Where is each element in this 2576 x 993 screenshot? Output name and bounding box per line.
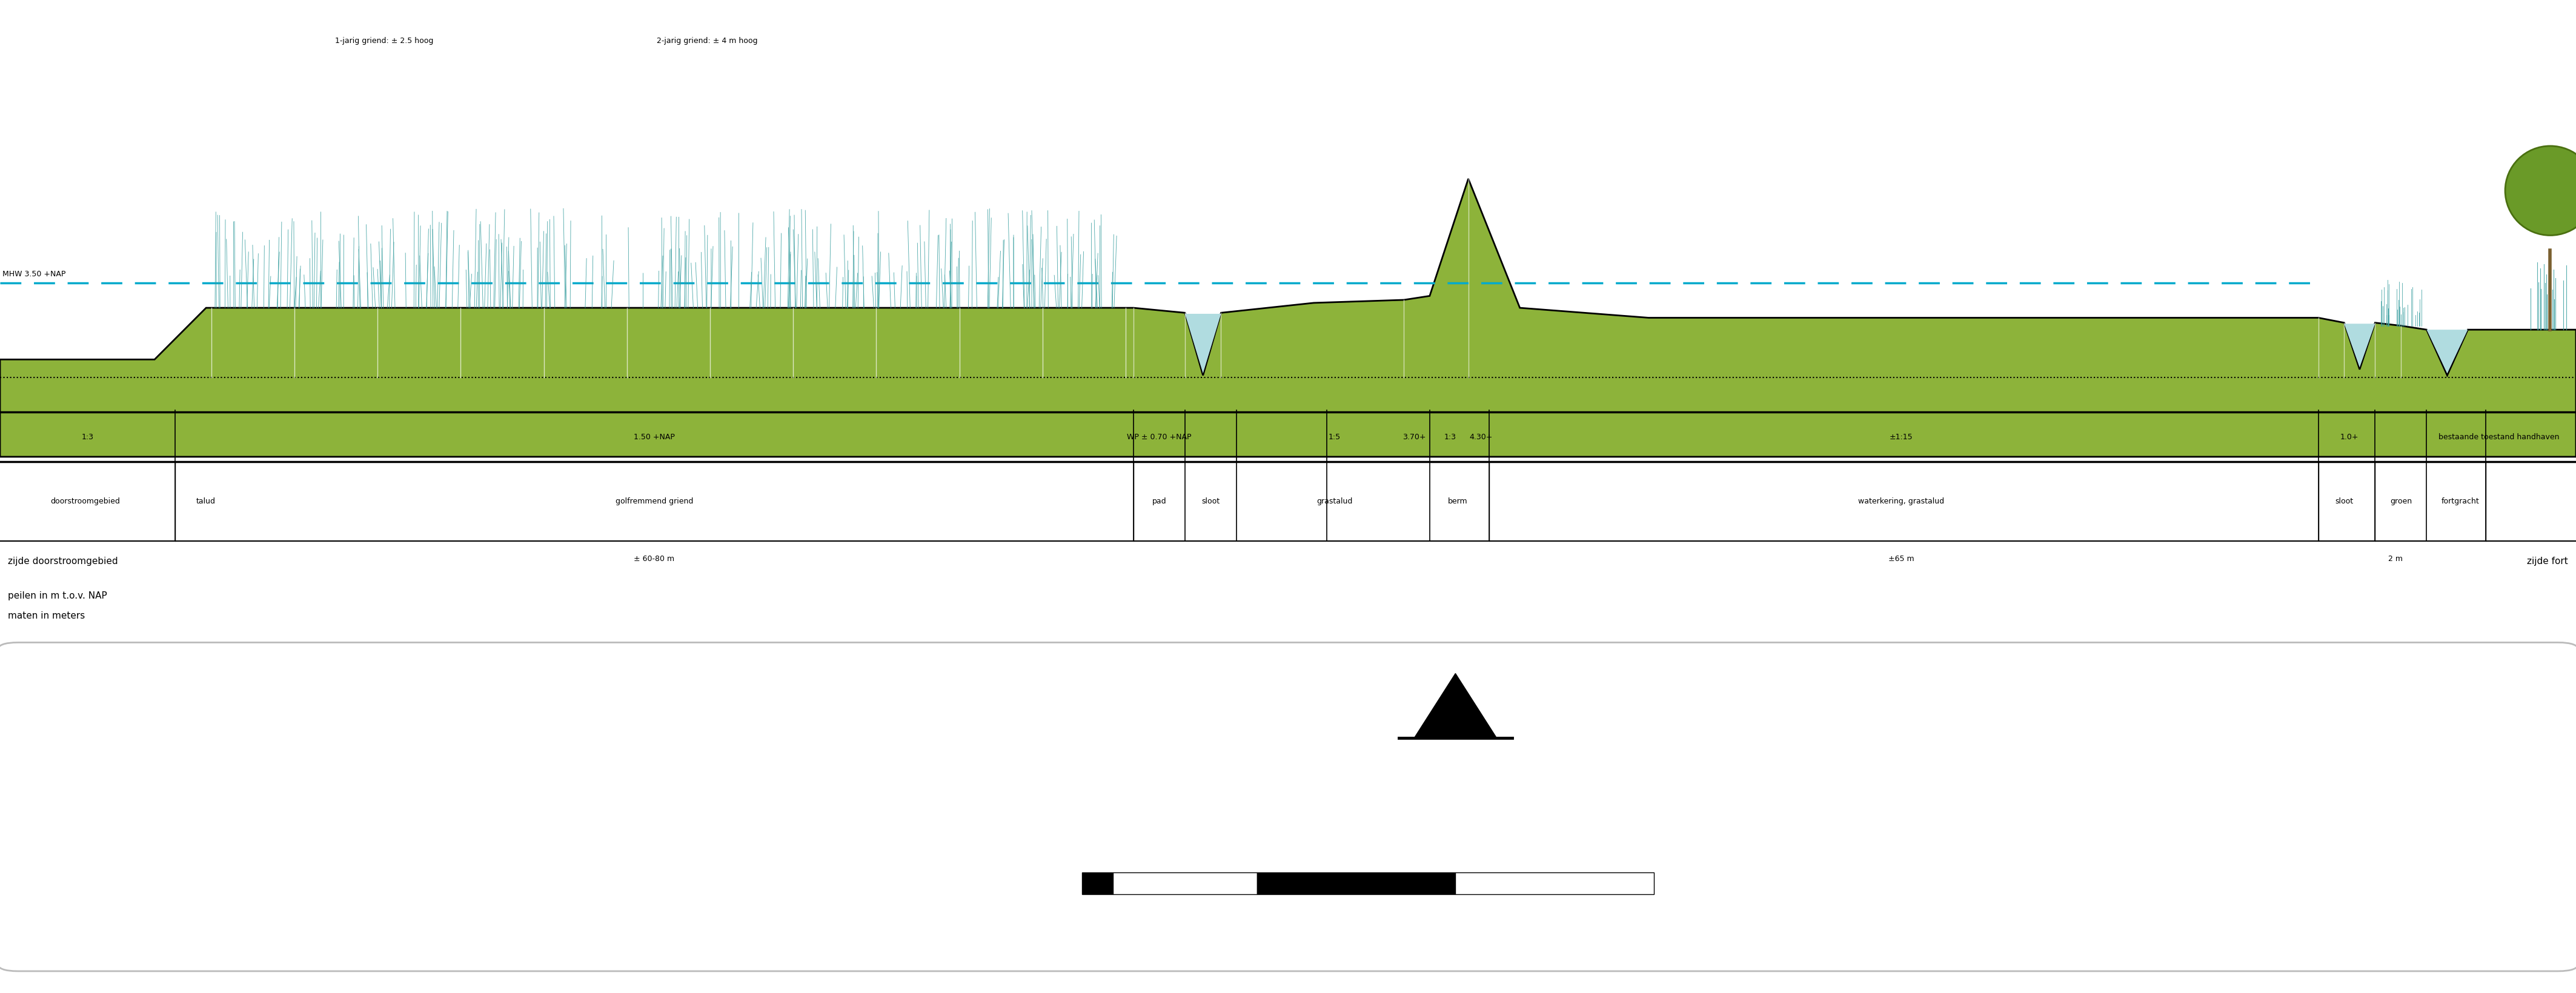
Text: 1.0+: 1.0+	[2339, 433, 2360, 441]
Text: doorstroomgebied: doorstroomgebied	[49, 497, 121, 505]
FancyBboxPatch shape	[0, 642, 2576, 971]
Text: ruimte voor de rivier: ruimte voor de rivier	[2244, 787, 2290, 793]
Text: zijde doorstroomgebied: zijde doorstroomgebied	[8, 556, 118, 566]
Text: 50 m: 50 m	[1445, 829, 1466, 838]
Polygon shape	[2427, 330, 2468, 373]
Text: 1:3: 1:3	[1445, 433, 1455, 441]
Text: bestaande toestand handhaven: bestaande toestand handhaven	[2439, 433, 2558, 441]
Text: WP ± 0.70 +NAP: WP ± 0.70 +NAP	[1126, 433, 1193, 441]
Text: ONTPOLDERING NOORDWAARD: ONTPOLDERING NOORDWAARD	[2388, 903, 2550, 912]
Text: 2-jarig griend: ± 4 m hoog: 2-jarig griend: ± 4 m hoog	[657, 37, 757, 45]
Polygon shape	[0, 179, 2576, 457]
Text: golfremmend griend: golfremmend griend	[616, 497, 693, 505]
Text: 4.30+: 4.30+	[1468, 433, 1494, 441]
Text: waterkering, grastalud: waterkering, grastalud	[1857, 497, 1945, 505]
Text: ruimte voor de rivier: ruimte voor de rivier	[2205, 717, 2303, 755]
Text: 1:5: 1:5	[1329, 433, 1340, 441]
Text: 0: 0	[1079, 829, 1084, 838]
Polygon shape	[1185, 314, 1221, 373]
Polygon shape	[2344, 324, 2375, 367]
Text: ± 60-80 m: ± 60-80 m	[634, 555, 675, 563]
Text: 25: 25	[1252, 829, 1262, 838]
Polygon shape	[1414, 673, 1497, 738]
Text: ruimte voor de rivier: ruimte voor de rivier	[2177, 760, 2228, 772]
Text: ±1:15: ±1:15	[1888, 433, 1914, 441]
Text: grastalud: grastalud	[1316, 497, 1352, 505]
Bar	[1455, 873, 1654, 895]
Text: doorsnede golfremmende dijk Fort Steurgat: doorsnede golfremmende dijk Fort Steurga…	[31, 750, 554, 771]
Text: zijde fort: zijde fort	[2527, 556, 2568, 566]
Text: talud: talud	[196, 497, 216, 505]
Text: 1.50 +NAP: 1.50 +NAP	[634, 433, 675, 441]
Text: 1-jarig griend: ± 2.5 hoog: 1-jarig griend: ± 2.5 hoog	[335, 37, 433, 45]
Text: MHW 3.50 +NAP: MHW 3.50 +NAP	[3, 270, 67, 278]
Text: maten in meters: maten in meters	[8, 611, 85, 621]
Text: fortgracht: fortgracht	[2442, 497, 2478, 505]
Bar	[1082, 873, 1113, 895]
Text: sloot: sloot	[1200, 497, 1221, 505]
Bar	[1113, 873, 1257, 895]
Text: 1:3: 1:3	[82, 433, 93, 441]
Text: peilen in m t.o.v. NAP: peilen in m t.o.v. NAP	[8, 591, 108, 601]
Text: ±65 m: ±65 m	[1888, 555, 1914, 563]
Text: 5: 5	[1110, 829, 1115, 838]
Text: sloot: sloot	[2334, 497, 2354, 505]
Text: ruimte voor de rivier: ruimte voor de rivier	[2208, 802, 2249, 808]
Text: pad: pad	[1151, 497, 1167, 505]
Ellipse shape	[2504, 146, 2576, 235]
Text: 3.70+: 3.70+	[1401, 433, 1427, 441]
Text: groen: groen	[2391, 497, 2411, 505]
Text: definitief ontwerp, 02 juli 2009: definitief ontwerp, 02 juli 2009	[31, 903, 160, 912]
Text: berm: berm	[1448, 497, 1468, 505]
Text: 2 m: 2 m	[2388, 555, 2403, 563]
Bar	[1257, 873, 1455, 895]
